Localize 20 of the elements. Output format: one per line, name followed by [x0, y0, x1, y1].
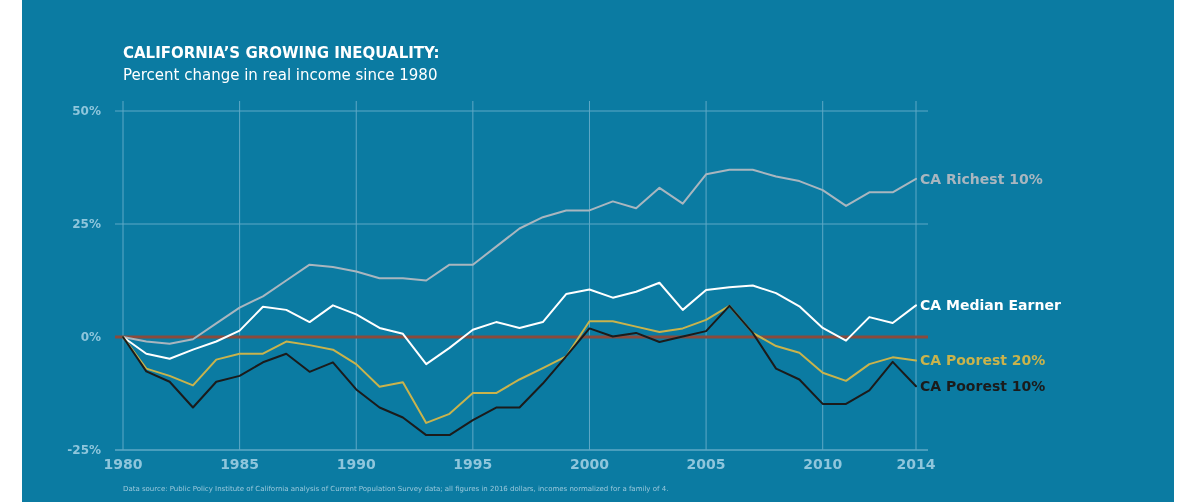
line-series [122, 168, 917, 345]
x-tick-label: 1995 [453, 456, 493, 472]
series-label: CA Poorest 20% [920, 352, 1046, 369]
x-tick-label: 2014 [896, 456, 936, 472]
y-tick-label: 25% [72, 217, 101, 232]
y-tick-label: -25% [67, 443, 101, 458]
chart-title: CALIFORNIA’S GROWING INEQUALITY: [123, 44, 440, 62]
series-label: CA Richest 10% [920, 170, 1043, 187]
series-label: CA Poorest 10% [920, 378, 1046, 395]
x-tick-label: 1990 [336, 456, 376, 472]
x-tick-label: 2010 [803, 456, 843, 472]
line-series [122, 281, 917, 366]
x-tick-label: 2005 [686, 456, 726, 472]
chart-subtitle: Percent change in real income since 1980 [123, 66, 438, 84]
y-tick-label: 50% [72, 104, 101, 119]
series-label: CA Median Earner [920, 297, 1061, 314]
x-tick-label: 2000 [569, 456, 610, 472]
x-tick-label: 1980 [103, 456, 143, 472]
x-tick-label: 1985 [220, 456, 260, 472]
y-tick-label: 0% [80, 330, 101, 345]
